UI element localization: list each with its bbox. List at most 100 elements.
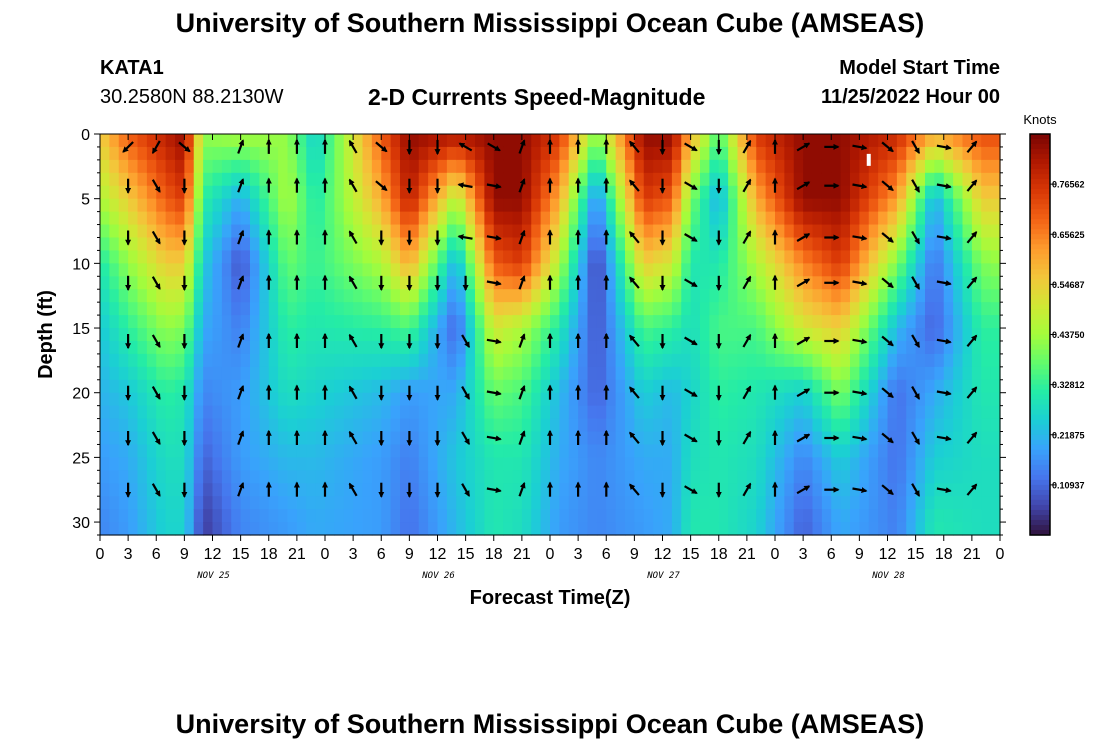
heatmap-cell bbox=[287, 366, 298, 381]
heatmap-cell bbox=[418, 496, 429, 510]
heatmap-cell bbox=[306, 250, 317, 264]
heatmap-cell bbox=[259, 276, 270, 290]
heatmap-cell bbox=[521, 509, 532, 523]
heatmap-cell bbox=[606, 431, 617, 446]
current-vector bbox=[629, 386, 640, 399]
heatmap-cell bbox=[934, 302, 945, 316]
heatmap-cell bbox=[475, 146, 485, 161]
heatmap-cell bbox=[268, 353, 279, 368]
current-vector bbox=[237, 229, 245, 245]
heatmap-cell bbox=[775, 237, 785, 252]
heatmap-cell bbox=[231, 276, 242, 290]
heatmap-cell bbox=[493, 224, 504, 239]
heatmap-cell bbox=[887, 146, 898, 161]
station-id: KATA1 bbox=[100, 57, 164, 79]
heatmap-cell bbox=[803, 250, 814, 264]
heatmap-cell bbox=[615, 237, 626, 252]
heatmap-cell bbox=[287, 289, 298, 303]
heatmap-cell bbox=[887, 185, 898, 200]
heatmap-cell bbox=[512, 159, 523, 174]
heatmap-cell bbox=[156, 392, 167, 407]
heatmap-cell bbox=[109, 250, 120, 264]
heatmap-cell bbox=[578, 431, 589, 446]
heatmap-cell bbox=[212, 418, 223, 433]
heatmap-cell bbox=[128, 263, 139, 277]
heatmap-cell bbox=[287, 263, 298, 277]
heatmap-cell bbox=[400, 198, 410, 213]
heatmap-cell bbox=[540, 509, 551, 523]
heatmap-cell bbox=[231, 509, 242, 523]
heatmap-cell bbox=[634, 198, 645, 213]
heatmap-cell bbox=[953, 366, 964, 381]
heatmap-cell bbox=[868, 276, 879, 290]
heatmap-cell bbox=[428, 146, 439, 161]
heatmap-cell bbox=[756, 328, 767, 342]
heatmap-cell bbox=[221, 302, 232, 316]
heatmap-cell bbox=[362, 263, 373, 277]
heatmap-cell bbox=[625, 418, 635, 433]
heatmap-cell bbox=[353, 224, 364, 239]
heatmap-cell bbox=[221, 366, 232, 381]
footer-title: University of Southern Mississippi Ocean… bbox=[175, 709, 925, 739]
heatmap-cell bbox=[831, 470, 842, 484]
heatmap-cell bbox=[221, 470, 232, 484]
heatmap-cell bbox=[503, 315, 514, 329]
heatmap-cell bbox=[962, 522, 973, 536]
heatmap-cell bbox=[531, 146, 542, 161]
heatmap-cell bbox=[118, 302, 129, 316]
heatmap-cell bbox=[315, 250, 326, 264]
heatmap-cell bbox=[850, 302, 860, 316]
heatmap-cell bbox=[362, 366, 373, 381]
heatmap-cell bbox=[156, 146, 167, 161]
heatmap-cell bbox=[475, 431, 485, 446]
heatmap-cell bbox=[437, 431, 448, 446]
heatmap-cell bbox=[681, 522, 692, 536]
heatmap-cell bbox=[250, 302, 260, 316]
heatmap-cell bbox=[868, 289, 879, 303]
colorbar-segment bbox=[1030, 464, 1050, 471]
heatmap-cell bbox=[728, 146, 739, 161]
heatmap-cell bbox=[512, 366, 523, 381]
heatmap-cell bbox=[175, 289, 185, 303]
heatmap-cell bbox=[306, 146, 317, 161]
heatmap-cell bbox=[221, 146, 232, 161]
heatmap-cell bbox=[887, 366, 898, 381]
heatmap-cell bbox=[587, 172, 598, 187]
heatmap-cell bbox=[390, 250, 401, 264]
heatmap-cell bbox=[803, 366, 814, 381]
heatmap-cell bbox=[409, 366, 420, 381]
heatmap-cell bbox=[343, 457, 354, 471]
heatmap-cell bbox=[953, 198, 964, 213]
heatmap-cell bbox=[531, 263, 542, 277]
current-vector bbox=[151, 140, 161, 155]
heatmap-cell bbox=[118, 431, 129, 446]
current-vector bbox=[852, 338, 868, 345]
heatmap-cell bbox=[521, 146, 532, 161]
x-tick-label: 3 bbox=[799, 546, 808, 563]
heatmap-cell bbox=[118, 340, 129, 355]
heatmap-cell bbox=[428, 224, 439, 239]
heatmap-cell bbox=[718, 522, 729, 536]
heatmap-cell bbox=[334, 159, 345, 174]
heatmap-cell bbox=[446, 353, 457, 368]
heatmap-cell bbox=[934, 392, 945, 407]
heatmap-cell bbox=[512, 146, 523, 161]
heatmap-cell bbox=[700, 315, 710, 329]
heatmap-cell bbox=[446, 366, 457, 381]
heatmap-cell bbox=[803, 509, 814, 523]
heatmap-cell bbox=[653, 444, 664, 458]
heatmap-cell bbox=[203, 418, 214, 433]
heatmap-cell bbox=[850, 224, 860, 239]
heatmap-cell bbox=[868, 250, 879, 264]
heatmap-cell bbox=[353, 405, 364, 420]
heatmap-cell bbox=[409, 522, 420, 536]
heatmap-cell bbox=[353, 431, 364, 446]
heatmap-cell bbox=[184, 250, 195, 264]
heatmap-cell bbox=[484, 418, 495, 433]
heatmap-cell bbox=[231, 315, 242, 329]
heatmap-cell bbox=[409, 289, 420, 303]
heatmap-cell bbox=[746, 353, 757, 368]
heatmap-cell bbox=[165, 509, 176, 523]
colorbar-segment bbox=[1030, 389, 1050, 396]
heatmap-cell bbox=[906, 302, 917, 316]
